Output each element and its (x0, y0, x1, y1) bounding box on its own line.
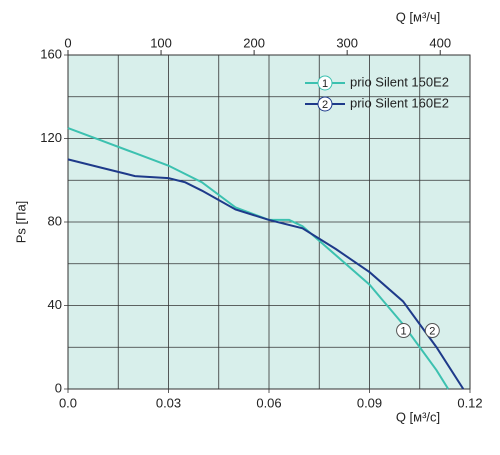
legend-label: prio Silent 160E2 (350, 95, 449, 110)
curve-marker-label: 1 (322, 78, 328, 90)
series-line (67, 127, 450, 390)
x2-tick-label: 200 (243, 35, 265, 50)
x2-tick-label: 100 (150, 35, 172, 50)
y-tick-label: 0 (55, 380, 62, 395)
y-tick-label: 40 (48, 297, 62, 312)
curve-marker-label: 2 (322, 99, 328, 111)
x-tick-label: 0.09 (357, 395, 382, 410)
y-tick-label: 120 (40, 130, 62, 145)
x2-tick-label: 300 (336, 35, 358, 50)
curve-marker-label: 1 (401, 325, 407, 337)
curve-marker (396, 323, 412, 339)
legend-label: prio Silent 150E2 (350, 74, 449, 89)
x-tick-label: 0.0 (59, 395, 77, 410)
curve-marker-label: 2 (429, 325, 435, 337)
y-tick-label: 80 (48, 213, 62, 228)
curve-marker (424, 323, 440, 339)
x-axis-label: Q [м³/с] (396, 409, 440, 424)
y-axis-label: Ps [Па] (13, 201, 28, 244)
curve-marker (317, 96, 333, 112)
x2-axis-label: Q [м³/ч] (396, 9, 441, 24)
x-tick-label: 0.03 (156, 395, 181, 410)
x2-tick-label: 400 (429, 35, 451, 50)
y-tick-label: 160 (40, 46, 62, 61)
x-tick-label: 0.06 (256, 395, 281, 410)
x-tick-label: 0.12 (457, 395, 482, 410)
curve-marker (317, 75, 333, 91)
series-line (67, 158, 465, 390)
x2-tick-label: 0 (64, 35, 71, 50)
